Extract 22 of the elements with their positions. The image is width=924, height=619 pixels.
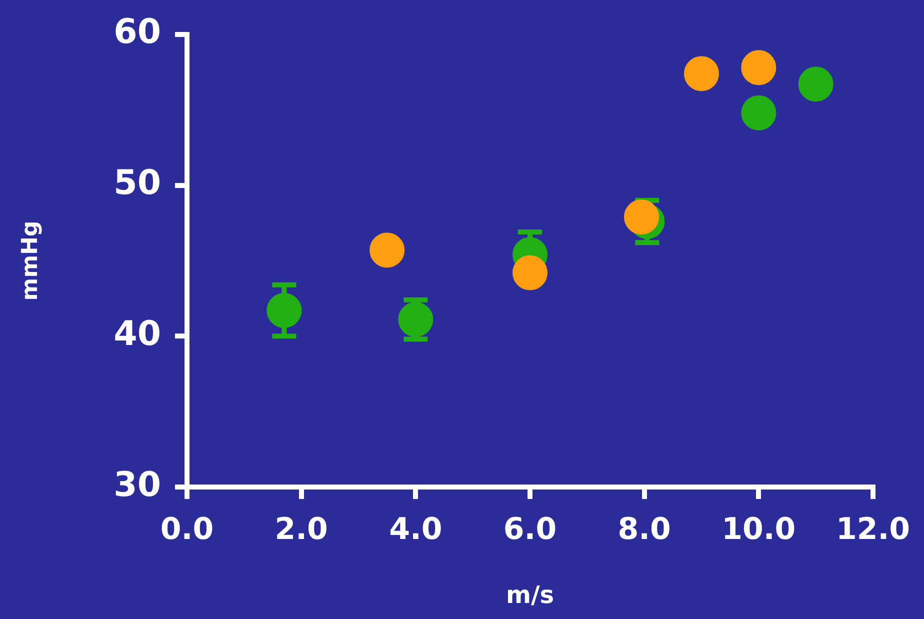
point (741, 95, 776, 130)
point (798, 66, 834, 102)
x-tick-label: 6.0 (503, 512, 557, 547)
point (741, 50, 776, 86)
point (266, 292, 302, 328)
x-tick-label: 0.0 (160, 512, 214, 547)
point (512, 255, 548, 290)
y-tick-label: 60 (114, 12, 161, 52)
point (624, 199, 659, 234)
point (398, 302, 434, 338)
y-tick-label: 40 (114, 314, 161, 354)
point (370, 232, 405, 268)
x-tick-label: 2.0 (274, 512, 328, 547)
y-tick-label: 50 (114, 163, 161, 204)
x-tick-label: 10.0 (722, 512, 796, 547)
y-tick-label: 30 (114, 464, 161, 505)
x-tick-label: 8.0 (618, 512, 671, 547)
point (684, 56, 719, 92)
y-axis-title: mmHg (18, 220, 43, 301)
x-axis-title: m/s (506, 580, 554, 609)
x-tick-label: 4.0 (389, 512, 442, 547)
x-tick-label: 12.0 (836, 512, 910, 547)
